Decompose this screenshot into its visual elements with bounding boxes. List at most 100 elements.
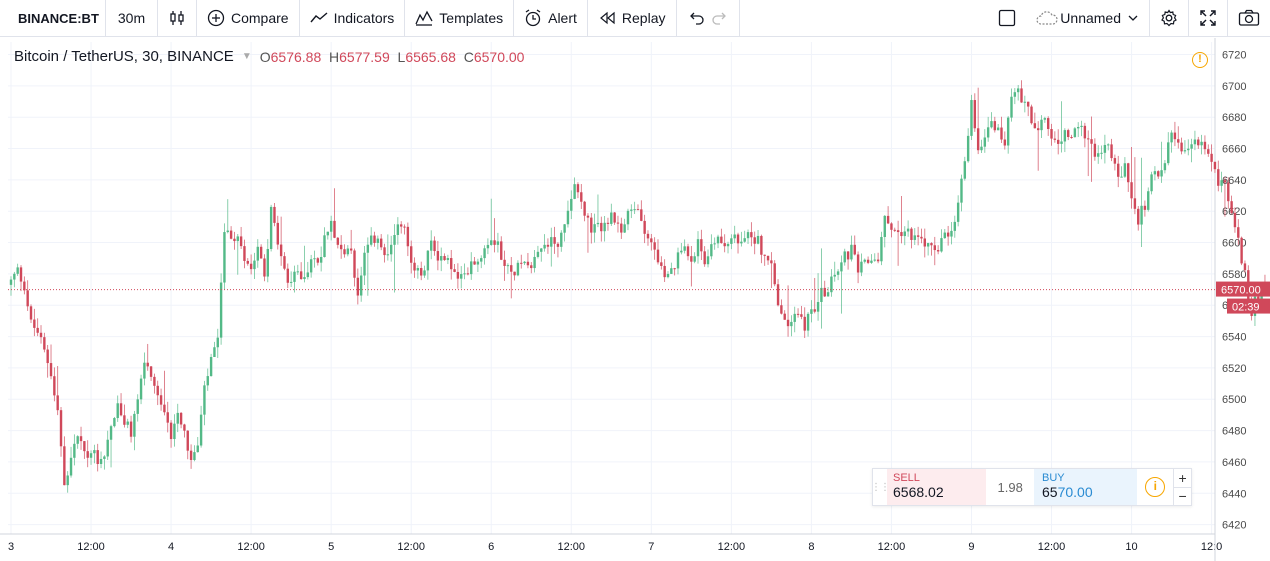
candle-body[interactable] bbox=[830, 276, 833, 293]
candle-body[interactable] bbox=[706, 256, 710, 265]
candle-body[interactable] bbox=[1020, 88, 1023, 103]
candle-body[interactable] bbox=[1120, 176, 1123, 178]
minus-button[interactable]: − bbox=[1174, 486, 1191, 506]
candle-body[interactable] bbox=[339, 244, 343, 250]
candle-body[interactable] bbox=[1023, 101, 1027, 103]
candle-body[interactable] bbox=[263, 258, 266, 277]
candle-body[interactable] bbox=[510, 265, 513, 272]
candle-body[interactable] bbox=[566, 210, 570, 225]
candle-body[interactable] bbox=[590, 217, 593, 233]
candle-body[interactable] bbox=[1180, 142, 1183, 152]
candle-body[interactable] bbox=[323, 235, 326, 258]
legend-symbol-title[interactable]: Bitcoin / TetherUS, 30, BINANCE bbox=[14, 48, 234, 65]
candle-body[interactable] bbox=[896, 230, 900, 233]
candle-body[interactable] bbox=[1107, 144, 1110, 146]
candle-body[interactable] bbox=[580, 192, 583, 202]
candle-body[interactable] bbox=[710, 244, 713, 257]
candle-body[interactable] bbox=[83, 441, 86, 452]
candle-body[interactable] bbox=[836, 271, 840, 275]
candle-body[interactable] bbox=[480, 258, 483, 262]
candle-body[interactable] bbox=[816, 302, 820, 312]
candle-body[interactable] bbox=[883, 215, 886, 237]
candle-body[interactable] bbox=[189, 450, 193, 460]
candle-body[interactable] bbox=[383, 247, 386, 256]
candle-body[interactable] bbox=[766, 255, 770, 261]
candle-body[interactable] bbox=[186, 430, 189, 451]
candle-body[interactable] bbox=[900, 232, 903, 237]
candle-body[interactable] bbox=[936, 250, 940, 252]
candle-body[interactable] bbox=[1217, 169, 1220, 186]
candle-body[interactable] bbox=[700, 239, 703, 252]
candle-body[interactable] bbox=[376, 238, 380, 243]
candle-body[interactable] bbox=[940, 238, 943, 252]
candle-body[interactable] bbox=[476, 261, 480, 265]
fullscreen-button[interactable] bbox=[1189, 0, 1228, 37]
candle-body[interactable] bbox=[563, 224, 566, 233]
candle-body[interactable] bbox=[1066, 130, 1070, 138]
candle-body[interactable] bbox=[960, 178, 963, 203]
chart-style-button[interactable] bbox=[158, 0, 197, 37]
candle-body[interactable] bbox=[346, 248, 350, 255]
candle-body[interactable] bbox=[803, 316, 806, 331]
candle-body[interactable] bbox=[483, 248, 486, 259]
candle-body[interactable] bbox=[666, 273, 670, 278]
candle-body[interactable] bbox=[823, 287, 826, 297]
candle-body[interactable] bbox=[583, 201, 586, 216]
candle-body[interactable] bbox=[1243, 263, 1247, 271]
candle-body[interactable] bbox=[216, 337, 219, 348]
candle-body[interactable] bbox=[930, 243, 933, 246]
candle-body[interactable] bbox=[259, 246, 263, 259]
candle-body[interactable] bbox=[199, 414, 203, 446]
candle-body[interactable] bbox=[379, 238, 383, 248]
candle-body[interactable] bbox=[560, 232, 563, 247]
candle-body[interactable] bbox=[686, 246, 690, 257]
candle-body[interactable] bbox=[23, 281, 26, 291]
candle-body[interactable] bbox=[993, 121, 997, 131]
candle-body[interactable] bbox=[283, 256, 286, 269]
candle-body[interactable] bbox=[343, 249, 346, 255]
candle-body[interactable] bbox=[1073, 128, 1077, 138]
snapshot-button[interactable] bbox=[1228, 0, 1270, 37]
candle-body[interactable] bbox=[1100, 152, 1103, 154]
chart-pane[interactable]: 6420644064606480650065206540656065806600… bbox=[0, 38, 1270, 561]
candle-body[interactable] bbox=[116, 403, 119, 419]
candle-body[interactable] bbox=[1130, 182, 1133, 199]
candle-body[interactable] bbox=[9, 279, 13, 285]
candle-body[interactable] bbox=[793, 313, 796, 322]
candle-body[interactable] bbox=[179, 412, 183, 425]
candle-body[interactable] bbox=[143, 362, 146, 379]
candle-body[interactable] bbox=[1187, 148, 1190, 151]
candle-body[interactable] bbox=[730, 238, 733, 244]
candle-body[interactable] bbox=[1167, 142, 1170, 164]
candle-body[interactable] bbox=[553, 237, 556, 244]
candle-body[interactable] bbox=[1157, 171, 1160, 177]
candle-body[interactable] bbox=[550, 237, 553, 247]
candle-body[interactable] bbox=[1056, 139, 1060, 144]
candle-body[interactable] bbox=[1183, 150, 1187, 152]
candle-body[interactable] bbox=[1093, 143, 1097, 157]
candle-body[interactable] bbox=[356, 277, 360, 296]
candle-body[interactable] bbox=[576, 184, 580, 193]
candle-body[interactable] bbox=[1200, 141, 1203, 146]
candle-body[interactable] bbox=[1190, 144, 1193, 149]
candle-body[interactable] bbox=[556, 243, 560, 247]
candle-body[interactable] bbox=[650, 238, 653, 243]
candle-body[interactable] bbox=[796, 313, 800, 315]
candle-body[interactable] bbox=[976, 128, 980, 151]
compare-button[interactable]: Compare bbox=[197, 0, 300, 37]
candle-body[interactable] bbox=[39, 332, 43, 338]
candle-body[interactable] bbox=[213, 347, 216, 358]
candle-body[interactable] bbox=[596, 222, 600, 225]
candle-body[interactable] bbox=[69, 457, 73, 476]
candle-body[interactable] bbox=[433, 240, 436, 252]
candle-body[interactable] bbox=[443, 256, 446, 261]
candle-body[interactable] bbox=[293, 271, 296, 282]
candle-body[interactable] bbox=[389, 244, 393, 255]
candle-body[interactable] bbox=[1160, 170, 1163, 177]
candle-body[interactable] bbox=[783, 313, 786, 320]
candle-body[interactable] bbox=[703, 251, 706, 265]
candle-body[interactable] bbox=[326, 231, 330, 236]
candle-body[interactable] bbox=[239, 236, 243, 247]
candle-body[interactable] bbox=[740, 241, 743, 244]
candle-body[interactable] bbox=[950, 230, 953, 237]
